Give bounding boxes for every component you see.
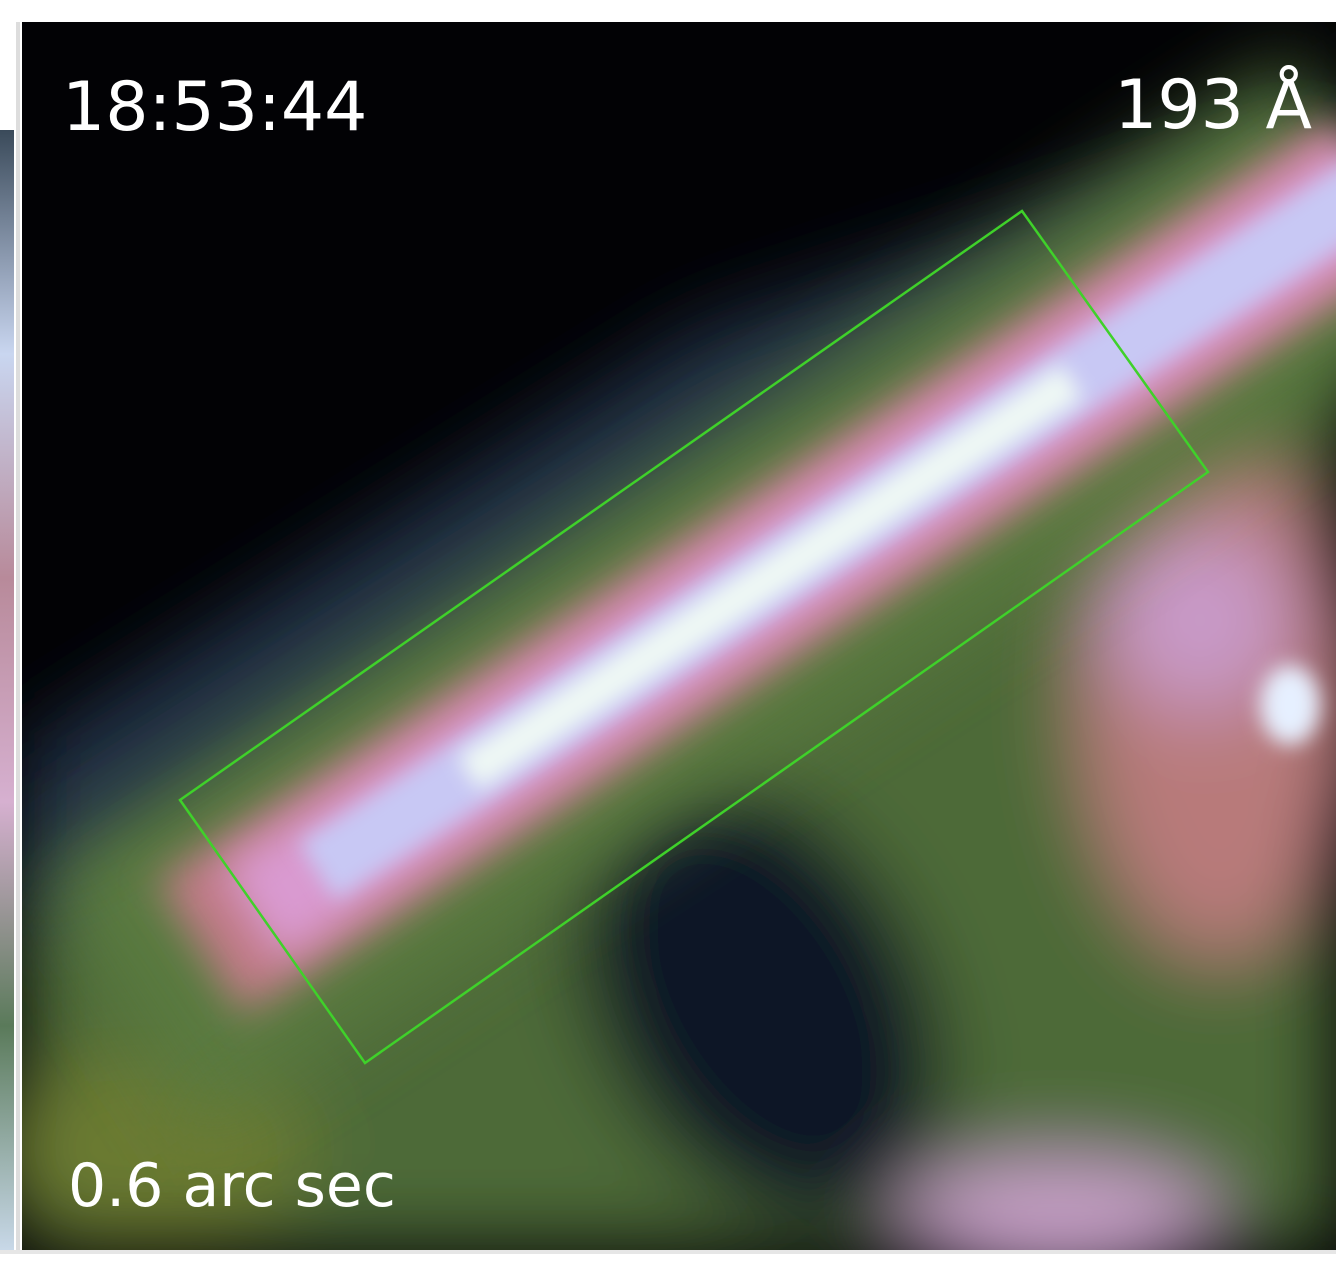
scale-label: 0.6 arc sec bbox=[68, 1151, 396, 1221]
wavelength: 193 Å bbox=[1114, 64, 1312, 145]
timestamp: 18:53:44 bbox=[62, 68, 367, 147]
figure: 18:53:44 193 Å 0.6 arc sec bbox=[0, 0, 1336, 1264]
bottom-border bbox=[0, 1250, 1336, 1254]
neighbor-panel-strip bbox=[0, 130, 14, 1250]
solar-image bbox=[0, 22, 1336, 1264]
panel-divider bbox=[16, 22, 20, 1252]
